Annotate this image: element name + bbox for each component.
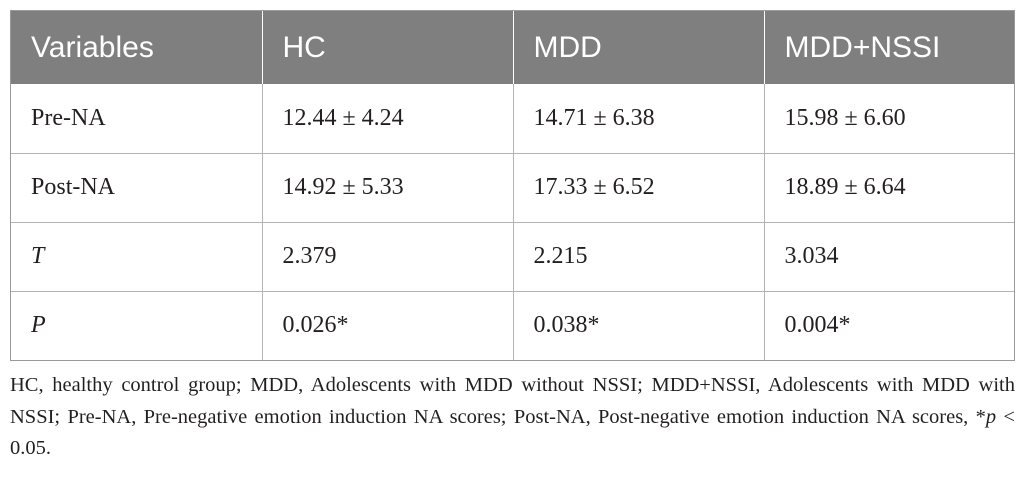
row-label-pre-na: Pre-NA [31,104,106,131]
cell-pre-na-mdd-nssi: 15.98 ± 6.60 [763,84,1014,153]
footnote-line-3-suffix: < 0.05. [10,405,1015,460]
cell-p-hc: 0.026* [261,290,513,360]
cell-t-mdd: 2.215 [512,221,764,291]
table-header: Variables HC MDD MDD+NSSI [11,11,1014,84]
header-mdd: MDD [512,11,764,84]
cell-post-na-mdd: 17.33 ± 6.52 [512,152,764,222]
data-table-container: Variables HC MDD MDD+NSSI Pre-NA 12.44 ±… [10,10,1015,361]
header-hc: HC [261,11,513,84]
table-row: Post-NA 14.92 ± 5.33 17.33 ± 6.52 18.89 … [11,152,1014,222]
table-row: T 2.379 2.215 3.034 [11,221,1014,291]
cell-t-hc: 2.379 [261,221,513,291]
data-table: Variables HC MDD MDD+NSSI Pre-NA 12.44 ±… [11,11,1014,360]
cell-t-mdd-nssi: 3.034 [763,221,1014,291]
cell-pre-na-mdd: 14.71 ± 6.38 [512,84,764,153]
header-row: Variables HC MDD MDD+NSSI [11,11,1014,84]
row-label-t: T [11,221,262,291]
footnote-p-symbol: p [985,405,997,428]
cell-p-mdd: 0.038* [512,290,764,360]
cell-pre-na-hc: 12.44 ± 4.24 [261,84,513,153]
footnote-line-3-prefix: Post-NA, Post-negative emotion induction… [513,405,986,428]
cell-post-na-mdd-nssi: 18.89 ± 6.64 [763,152,1014,222]
footnote-line-1: HC, healthy control group; MDD, Adolesce… [10,374,761,396]
table-body: Pre-NA 12.44 ± 4.24 14.71 ± 6.38 15.98 ±… [11,84,1014,360]
table-footnote: HC, healthy control group; MDD, Adolesce… [10,370,1015,465]
header-mdd-nssi: MDD+NSSI [763,11,1014,84]
row-label-post-na: Post-NA [11,152,262,222]
table-row: P 0.026* 0.038* 0.004* [11,290,1014,360]
table-row: Pre-NA 12.44 ± 4.24 14.71 ± 6.38 15.98 ±… [11,84,1014,153]
header-variables: Variables [11,11,262,84]
cell-p-mdd-nssi: 0.004* [763,290,1014,360]
cell-post-na-hc: 14.92 ± 5.33 [261,152,513,222]
footnote-line-2: Adolescents with MDD with NSSI; Pre-NA, … [10,374,1015,428]
row-label-p: P [11,290,262,360]
